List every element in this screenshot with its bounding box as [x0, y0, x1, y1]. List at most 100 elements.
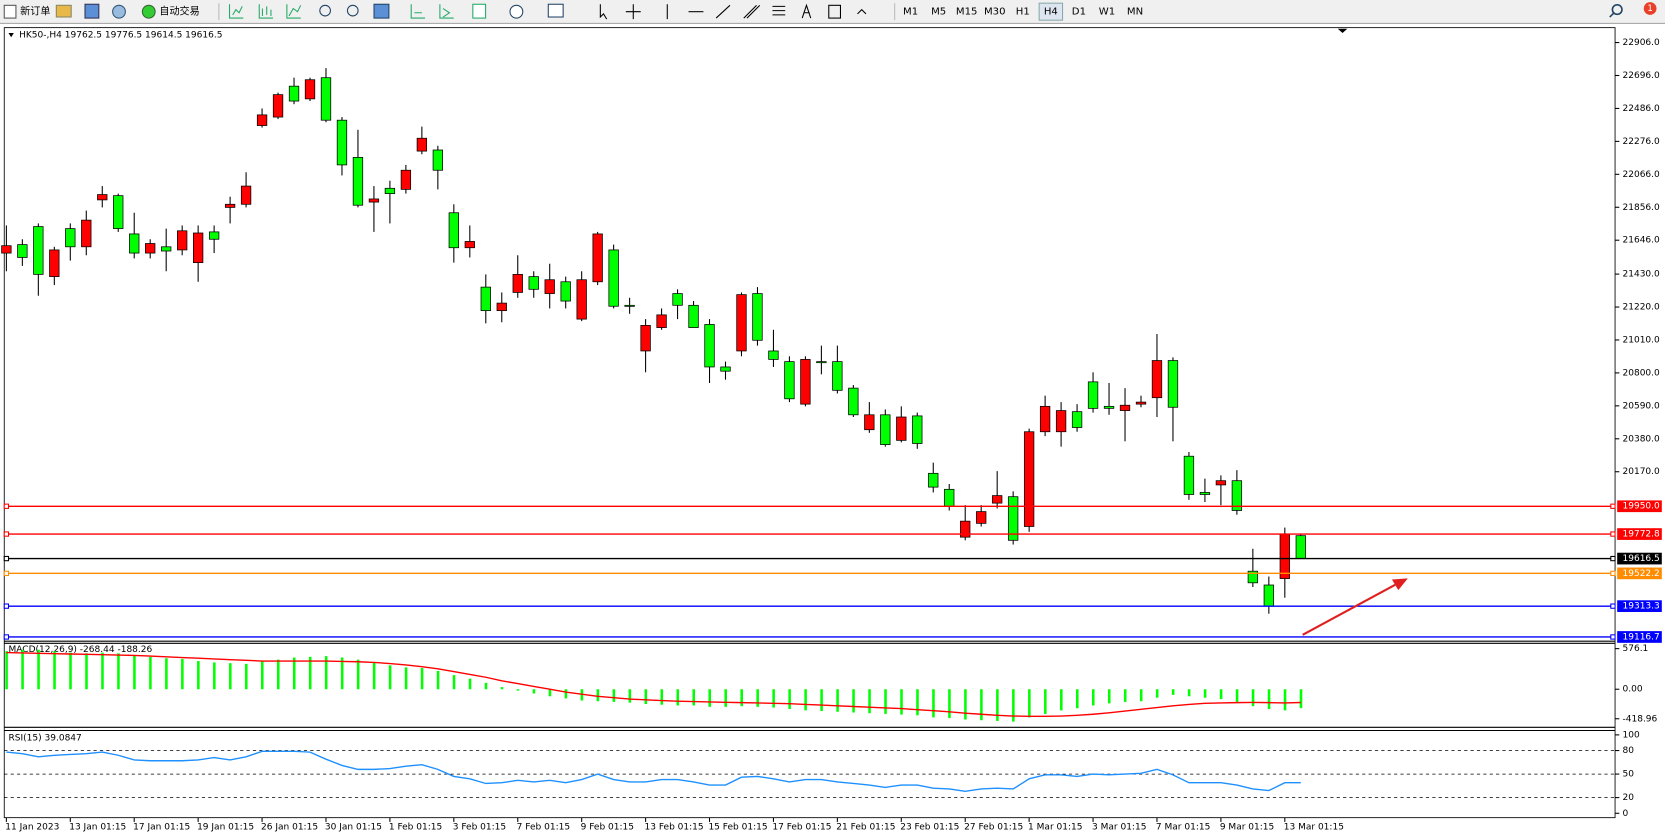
- timeframe-button[interactable]: D1: [1072, 7, 1086, 18]
- y-tick-label: 50: [1622, 770, 1634, 780]
- rsi-line: [6, 750, 1301, 793]
- scroll-icon[interactable]: [410, 4, 426, 19]
- price-level-label: 19772.8: [1622, 530, 1660, 540]
- candle-body: [688, 304, 699, 328]
- price-level-label: 19616.5: [1622, 554, 1659, 564]
- macd-bar: [37, 649, 40, 690]
- price-level-tag: [1617, 552, 1662, 565]
- timeframe-button[interactable]: M15: [956, 7, 978, 18]
- indicators-icon[interactable]: [472, 3, 487, 19]
- price-level-handle[interactable]: [1610, 555, 1616, 562]
- shift-icon[interactable]: [439, 4, 454, 19]
- crosshair-icon[interactable]: [625, 4, 641, 20]
- toolbar-icon[interactable]: [84, 3, 100, 19]
- price-level-handle[interactable]: [3, 503, 10, 509]
- macd-bar: [772, 689, 775, 708]
- timeframe-bar: M1 M5 M15 M30 H1 H4 D1 W1 MN: [903, 2, 1143, 21]
- macd-bar: [21, 649, 24, 690]
- macd-bar: [69, 652, 72, 690]
- candle-body: [1183, 455, 1195, 495]
- macd-bar: [628, 689, 632, 703]
- search-icon[interactable]: [1611, 3, 1623, 16]
- price-level-handle[interactable]: [3, 531, 10, 537]
- symbol-menu-arrow[interactable]: [8, 32, 14, 38]
- toolbar-icon[interactable]: [112, 4, 126, 19]
- macd-bar: [276, 659, 280, 690]
- bar-chart-icon[interactable]: [228, 4, 244, 19]
- candle-body: [1135, 401, 1147, 405]
- macd-bar: [532, 689, 536, 694]
- channel-icon[interactable]: [743, 4, 761, 19]
- candle-body: [704, 324, 715, 368]
- candle-body: [224, 203, 236, 208]
- price-level-handle[interactable]: [3, 603, 10, 609]
- timeframe-button[interactable]: M1: [903, 7, 918, 18]
- zoom-out-icon[interactable]: [346, 4, 359, 17]
- price-level-handle[interactable]: [1610, 634, 1616, 640]
- macd-bar: [404, 667, 408, 690]
- toolbar-icon[interactable]: [55, 4, 72, 18]
- x-tick-label: 7 Mar 01:15: [1156, 823, 1210, 833]
- candle-body: [1087, 381, 1099, 409]
- auto-trading-button[interactable]: 自动交易: [159, 5, 199, 18]
- macd-bar: [388, 665, 392, 690]
- cursor-icon[interactable]: [599, 4, 608, 20]
- templates-icon[interactable]: [547, 3, 564, 18]
- price-level-handle[interactable]: [1610, 570, 1616, 577]
- timeframe-button[interactable]: M30: [984, 7, 1006, 18]
- candle-body: [944, 488, 955, 507]
- timeframe-button[interactable]: H1: [1016, 7, 1030, 18]
- price-level-handle[interactable]: [1610, 531, 1616, 537]
- timeframe-button[interactable]: W1: [1099, 7, 1115, 18]
- chart-shift-marker: [1337, 28, 1348, 33]
- search-icon-handle: [1609, 12, 1615, 18]
- macd-bar: [181, 658, 184, 690]
- new-order-button[interactable]: 新订单: [20, 5, 50, 18]
- macd-bar: [1091, 689, 1095, 706]
- x-tick-label: 13 Mar 01:15: [1284, 823, 1344, 833]
- price-level-handle[interactable]: [3, 570, 10, 577]
- candle-body: [912, 415, 923, 444]
- trendline-icon[interactable]: [715, 4, 731, 19]
- macd-bar: [852, 689, 855, 713]
- macd-bar: [788, 689, 791, 709]
- periods-icon[interactable]: [509, 4, 524, 19]
- macd-bar: [1076, 689, 1079, 709]
- macd-bar: [980, 689, 983, 721]
- plot-area: 22906.0 22696.0 22486.0 22276.0 22066.0 21856…: [1, 38, 1662, 833]
- macd-bar: [468, 678, 472, 690]
- arrows-icon[interactable]: [857, 8, 867, 15]
- timeframe-button[interactable]: H4: [1044, 7, 1058, 18]
- price-level-handle[interactable]: [1610, 603, 1616, 609]
- candle-body: [304, 79, 316, 100]
- candle-chart-icon[interactable]: [258, 4, 274, 19]
- macd-bar: [836, 689, 839, 712]
- price-level-handle[interactable]: [3, 634, 10, 640]
- candle-body: [272, 94, 284, 118]
- price-level-handle[interactable]: [1610, 503, 1616, 509]
- macd-bar: [820, 689, 823, 712]
- fibo-icon[interactable]: [772, 5, 786, 16]
- price-level-handle[interactable]: [3, 555, 10, 562]
- macd-bar: [1187, 689, 1191, 697]
- zoom-in-icon[interactable]: [319, 4, 331, 17]
- timeframe-button[interactable]: MN: [1127, 7, 1143, 18]
- y-tick-label: 20170.0: [1622, 467, 1660, 477]
- x-tick-label: 3 Mar 01:15: [1092, 823, 1146, 833]
- notification-badge[interactable]: [1643, 2, 1657, 15]
- auto-trading-icon[interactable]: [141, 4, 156, 19]
- y-tick-label: 20380.0: [1622, 434, 1660, 444]
- new-order-icon[interactable]: [3, 4, 17, 19]
- y-tick-label: 21430.0: [1622, 270, 1660, 280]
- macd-bar: [372, 662, 376, 690]
- x-tick-label: 1 Feb 01:15: [389, 823, 442, 833]
- macd-bar: [1060, 689, 1063, 711]
- label-icon[interactable]: [828, 4, 842, 19]
- tile-icon[interactable]: [373, 3, 390, 19]
- text-icon[interactable]: [801, 3, 812, 19]
- toolbar: 新订单 自动交易 M1 M5 M15 M30 H1 H4 D1 W1 MN 1: [0, 0, 1665, 24]
- line-chart-icon[interactable]: [286, 4, 302, 19]
- timeframe-button[interactable]: M5: [931, 7, 946, 18]
